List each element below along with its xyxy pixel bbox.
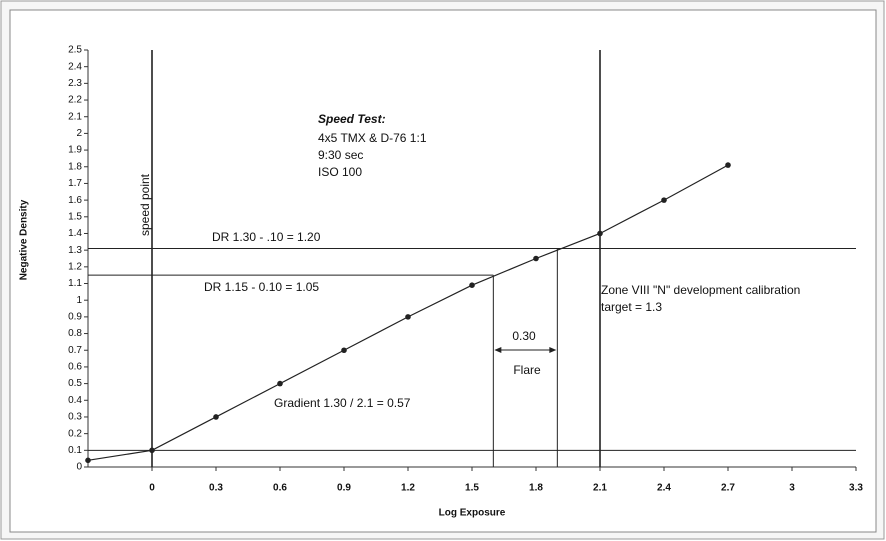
annotation: Speed Test: [318,112,386,126]
annotation: DR 1.30 - .10 = 1.20 [212,230,321,244]
y-tick-label: 0.2 [68,428,82,439]
data-point [597,230,603,237]
y-tick-label: 0.5 [68,378,82,389]
y-tick-label: 1.9 [68,145,82,156]
x-tick-label: 2.7 [721,483,735,494]
y-tick-label: 0 [76,462,82,473]
blank-box [208,305,287,330]
y-tick-label: 0.6 [68,362,82,373]
y-tick-label: 1.7 [68,178,82,189]
y-tick-label: 1 [76,295,82,306]
data-point [85,457,91,464]
annotation: target = 1.3 [601,300,662,314]
y-tick-label: 1.5 [68,211,82,222]
y-axis-title: Negative Density [19,199,30,280]
x-tick-label: 2.4 [657,483,671,494]
data-point [469,282,475,288]
y-tick-label: 0.7 [68,345,82,356]
x-tick-label: 0.3 [209,483,223,494]
data-point [533,255,539,262]
y-tick-label: 2.3 [68,78,82,89]
x-axis-title: Log Exposure [439,508,506,519]
y-tick-label: 2 [76,128,82,139]
y-tick-label: 0.3 [68,412,82,423]
y-tick-label: 0.1 [68,445,82,456]
data-point [661,197,667,203]
x-tick-label: 3.3 [849,483,863,494]
arrow-head [549,347,557,353]
y-tick-label: 1.1 [68,278,82,289]
annotation: speed point [138,173,152,236]
y-tick-label: 2.2 [68,95,82,106]
y-tick-label: 1.2 [68,261,82,272]
y-tick-label: 1.8 [68,161,82,172]
y-tick-label: 1.3 [68,245,82,256]
data-point [405,314,411,320]
x-tick-label: 2.1 [593,483,607,494]
annotation: DR 1.15 - 0.10 = 1.05 [204,280,319,294]
annotation: 0.30 [512,329,536,343]
data-point [725,162,731,168]
data-point [341,347,347,354]
data-point [213,414,219,420]
y-tick-label: 0.4 [68,395,82,406]
annotation: Gradient 1.30 / 2.1 = 0.57 [274,396,411,410]
y-tick-label: 1.6 [68,195,82,206]
x-tick-label: 0 [149,483,155,494]
annotation: ISO 100 [318,165,362,179]
y-tick-label: 0.8 [68,328,82,339]
annotation: Flare [513,363,541,377]
annotation: 9:30 sec [318,148,363,162]
x-tick-label: 1.2 [401,483,415,494]
x-tick-label: 3 [789,483,795,494]
x-tick-label: 0.6 [273,483,287,494]
x-tick-label: 1.5 [465,483,479,494]
y-tick-label: 0.9 [68,312,82,323]
y-tick-label: 2.1 [68,111,82,122]
y-tick-label: 2.5 [68,45,82,56]
x-tick-label: 0.9 [337,483,351,494]
data-point [277,380,283,387]
data-point [149,447,155,454]
annotation: Zone VIII "N" development calibration [601,283,800,297]
x-tick-label: 1.8 [529,483,543,494]
arrow-head [494,347,502,353]
annotation: 4x5 TMX & D-76 1:1 [318,131,427,145]
y-tick-label: 2.4 [68,61,82,72]
chart-area [9,9,877,533]
y-tick-label: 1.4 [68,228,82,239]
